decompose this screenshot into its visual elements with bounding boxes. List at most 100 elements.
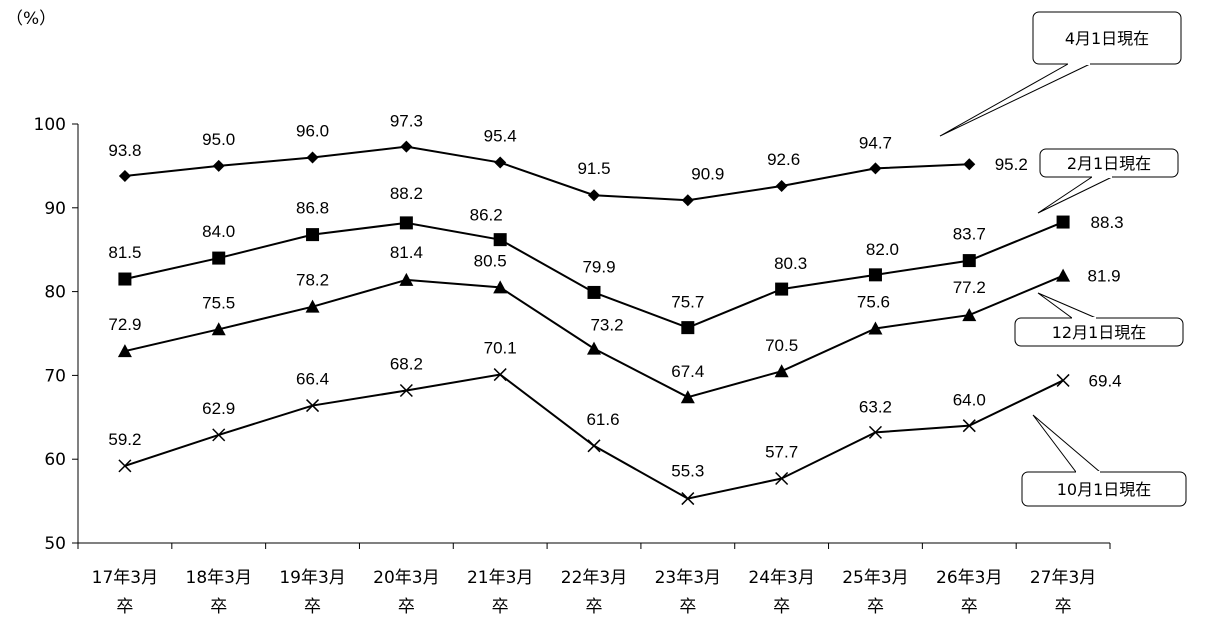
data-label: 91.5 <box>577 159 610 178</box>
x-tick-label-line2: 卒 <box>116 597 133 617</box>
y-tick-label: 60 <box>44 450 66 470</box>
data-label: 80.3 <box>774 254 807 273</box>
callout-box <box>1032 11 1182 65</box>
data-label: 62.9 <box>202 399 235 418</box>
data-label: 95.2 <box>995 155 1028 174</box>
marker-square <box>1056 215 1070 229</box>
callout-pointer <box>1037 292 1097 319</box>
y-tick-label: 70 <box>44 366 66 386</box>
marker-triangle <box>493 280 508 294</box>
marker-triangle <box>399 272 414 286</box>
data-label: 69.4 <box>1089 371 1122 390</box>
marker-cross <box>775 471 789 486</box>
marker-cross <box>306 399 320 413</box>
value-labels: 93.8 95.0 96.0 97.3 95.4 91.5 90.9 92.6 94.7 95.2… <box>108 112 1123 481</box>
data-label: 73.2 <box>590 316 623 335</box>
marker-square <box>493 233 507 247</box>
data-label: 93.8 <box>108 141 141 160</box>
callout-box <box>1014 317 1184 347</box>
data-label: 59.2 <box>108 430 141 449</box>
x-tick-label: 25年3月 <box>842 568 908 588</box>
data-label: 72.9 <box>108 315 141 334</box>
callout-pointer <box>1037 176 1113 214</box>
y-tick-label: 90 <box>44 199 66 219</box>
data-label: 94.7 <box>859 133 892 152</box>
marker-cross <box>1056 373 1070 387</box>
legend-callouts: 4月1日現在 2月1日現在 12月1日現在 10月1日現在 <box>939 11 1187 507</box>
data-label: 81.5 <box>108 243 141 262</box>
data-label: 81.4 <box>390 243 423 262</box>
marker-triangle <box>1056 268 1071 282</box>
marker-diamond <box>681 194 694 207</box>
series-line-4 <box>124 373 1064 500</box>
x-tick-label: 17年3月 <box>92 568 158 588</box>
data-label: 82.0 <box>866 240 899 259</box>
x-tick-label-line2: 卒 <box>679 597 696 617</box>
data-label: 78.2 <box>296 271 329 290</box>
markers <box>117 140 1071 506</box>
x-tick-label: 23年3月 <box>655 568 721 588</box>
marker-cross <box>587 439 601 453</box>
data-label: 86.8 <box>296 199 329 218</box>
marker-diamond <box>963 158 976 171</box>
x-tick-label: 24年3月 <box>748 568 814 588</box>
marker-diamond <box>306 151 319 164</box>
x-tick-label: 19年3月 <box>279 568 345 588</box>
callout-3: 12月1日現在 <box>1014 292 1184 347</box>
marker-triangle <box>305 299 320 313</box>
data-label: 88.2 <box>390 184 423 203</box>
x-tick-label-line2: 卒 <box>398 597 415 617</box>
marker-cross <box>399 383 413 398</box>
x-tick-label-line2: 卒 <box>304 597 321 617</box>
data-label: 84.0 <box>202 222 235 241</box>
marker-diamond <box>775 180 788 193</box>
x-tick-label-line2: 卒 <box>492 597 509 617</box>
marker-triangle <box>587 341 601 355</box>
data-label: 55.3 <box>671 462 704 481</box>
callout-2: 2月1日現在 <box>1037 148 1179 214</box>
data-label: 92.6 <box>767 150 800 169</box>
data-label: 90.9 <box>691 164 724 183</box>
x-tick-label-line2: 卒 <box>867 597 884 617</box>
marker-square <box>306 228 320 242</box>
marker-cross <box>962 419 976 433</box>
callout-pointer <box>939 63 1091 137</box>
data-label: 80.5 <box>474 251 507 270</box>
data-label: 81.9 <box>1088 267 1121 286</box>
marker-square <box>118 272 132 286</box>
data-label: 75.7 <box>671 293 704 312</box>
data-label: 75.5 <box>202 293 235 312</box>
x-tick-label: 21年3月 <box>467 568 533 588</box>
data-label: 83.7 <box>953 225 986 244</box>
data-label: 63.2 <box>859 397 892 416</box>
marker-square <box>962 254 976 268</box>
marker-triangle <box>962 308 977 322</box>
data-label: 95.0 <box>202 130 235 149</box>
x-tick-label: 18年3月 <box>186 568 252 588</box>
data-label: 66.4 <box>296 370 329 389</box>
legend-label: 10月1日現在 <box>1057 480 1152 499</box>
data-label: 75.6 <box>857 292 890 311</box>
marker-cross <box>212 428 226 442</box>
data-label: 61.6 <box>586 410 619 429</box>
data-label: 70.5 <box>765 336 798 355</box>
data-label: 96.0 <box>296 122 329 141</box>
marker-square <box>868 268 882 282</box>
data-label: 77.2 <box>953 278 986 297</box>
legend-label: 12月1日現在 <box>1052 323 1147 342</box>
marker-diamond <box>400 140 413 153</box>
callout-box <box>1021 471 1187 507</box>
marker-square <box>212 251 226 265</box>
marker-square <box>775 282 789 296</box>
marker-square <box>587 285 601 299</box>
legend-label: 4月1日現在 <box>1065 29 1149 48</box>
series-line-1 <box>124 145 970 202</box>
marker-cross <box>118 459 132 473</box>
marker-triangle <box>117 344 132 358</box>
callout-pointer <box>1032 414 1102 473</box>
x-tick-label: 20年3月 <box>373 568 439 588</box>
y-tick-label: 100 <box>34 115 66 135</box>
x-tick-label-line2: 卒 <box>961 597 978 617</box>
data-label: 64.0 <box>953 391 986 410</box>
